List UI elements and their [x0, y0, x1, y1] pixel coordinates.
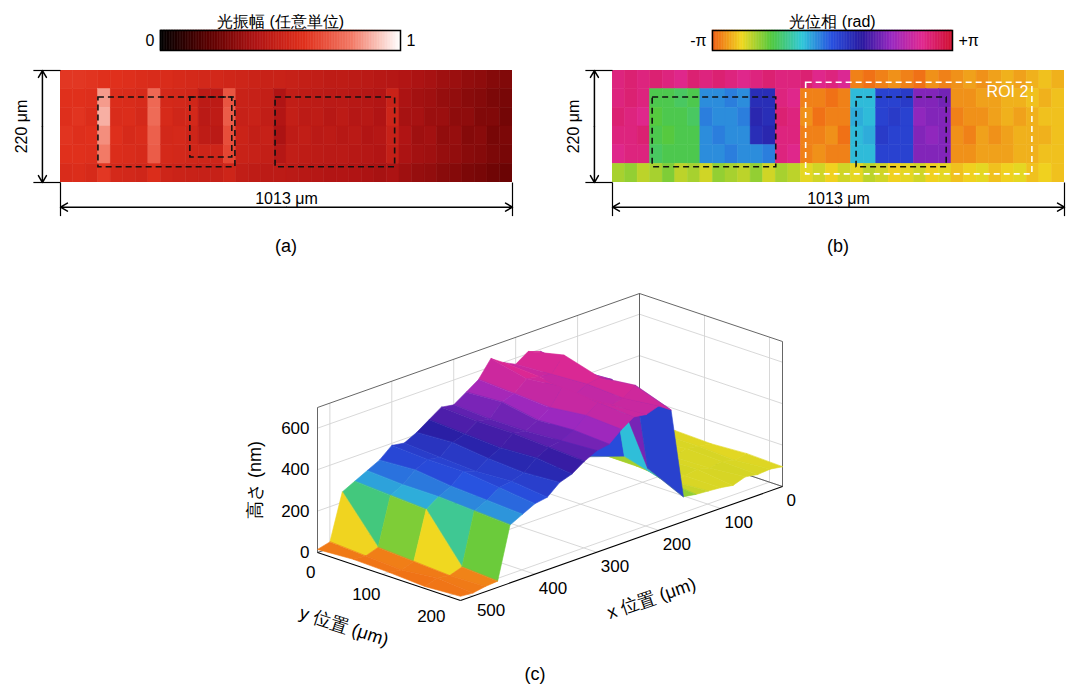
svg-text:600: 600 — [281, 419, 309, 438]
svg-text:0: 0 — [300, 543, 309, 562]
svg-text:400: 400 — [281, 460, 309, 479]
svg-text:220 μm: 220 μm — [13, 100, 30, 154]
svg-text:y 位置 (μm): y 位置 (μm) — [297, 602, 391, 650]
svg-text:高さ (nm): 高さ (nm) — [245, 441, 265, 519]
svg-text:光位相 (rad): 光位相 (rad) — [789, 13, 875, 30]
svg-text:200: 200 — [417, 607, 445, 626]
html-text:(a): (a) — [275, 236, 297, 256]
svg-text:0: 0 — [306, 563, 315, 582]
svg-text:200: 200 — [663, 535, 691, 554]
svg-text:1013 μm: 1013 μm — [807, 190, 870, 207]
svg-text:-π: -π — [690, 32, 706, 49]
svg-text:100: 100 — [725, 513, 753, 532]
svg-text:0: 0 — [787, 491, 796, 510]
svg-text:100: 100 — [352, 585, 380, 604]
svg-text:x 位置 (μm): x 位置 (μm) — [605, 574, 699, 623]
html-text:(b): (b) — [827, 236, 849, 256]
svg-text:ROI 2: ROI 2 — [987, 83, 1029, 100]
svg-text:1: 1 — [407, 32, 416, 49]
svg-text:300: 300 — [601, 557, 629, 576]
svg-text:200: 200 — [281, 502, 309, 521]
svg-text:1013 μm: 1013 μm — [255, 190, 318, 207]
svg-text:400: 400 — [539, 579, 567, 598]
svg-text:光振幅 (任意単位): 光振幅 (任意単位) — [217, 13, 344, 30]
svg-text:500: 500 — [477, 601, 505, 620]
svg-text:220 μm: 220 μm — [565, 100, 582, 154]
svg-text:+π: +π — [959, 32, 979, 49]
svg-text:0: 0 — [146, 32, 155, 49]
html-text:(c): (c) — [524, 664, 546, 684]
